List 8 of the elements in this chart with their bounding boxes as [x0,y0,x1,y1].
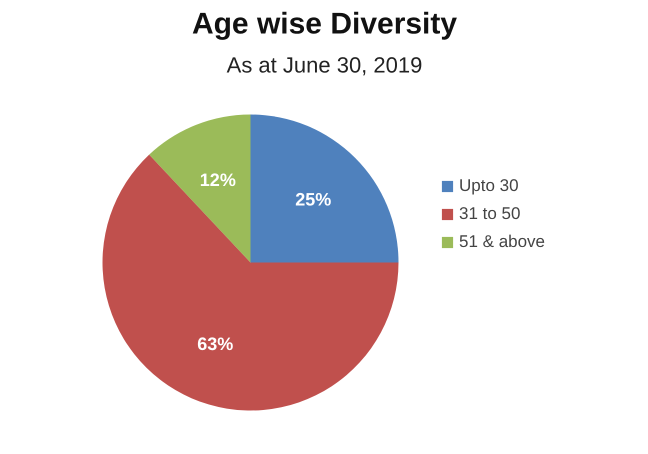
legend-label: Upto 30 [459,176,519,196]
legend-label: 31 to 50 [459,204,520,224]
data-label: 25% [295,190,332,210]
legend-label: 51 & above [459,232,546,252]
chart-subtitle: As at June 30, 2019 [226,52,422,78]
data-label: 63% [197,334,234,354]
chart-title: Age wise Diversity [192,8,458,40]
data-label: 12% [200,170,236,190]
